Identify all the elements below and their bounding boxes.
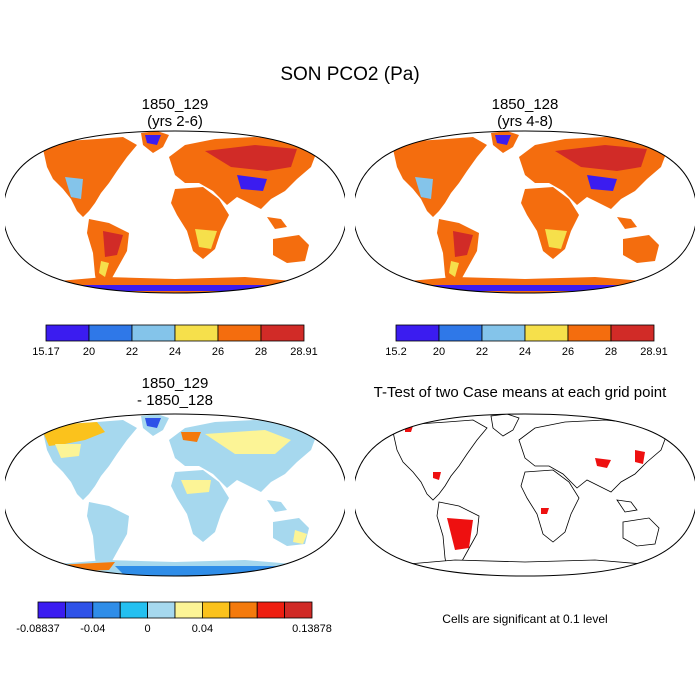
colorbar-swatch bbox=[481, 324, 526, 342]
colorbar-swatch bbox=[131, 324, 176, 342]
colorbar-label: 28 bbox=[255, 346, 267, 358]
colorbar-swatch bbox=[610, 324, 655, 342]
map-panel-4 bbox=[355, 413, 695, 577]
colorbar-swatch bbox=[524, 324, 569, 342]
colorbar-label: 28 bbox=[605, 346, 617, 358]
significance-note: Cells are significant at 0.1 level bbox=[442, 612, 608, 626]
colorbar-label: 15.17 bbox=[32, 346, 60, 358]
panel-1-title-line2: (yrs 2-6) bbox=[147, 113, 203, 130]
colorbar-label: 20 bbox=[433, 346, 445, 358]
colorbar-panel-1: 15.17 20 22 24 26 28 28.91 bbox=[32, 324, 318, 358]
colorbar-swatch bbox=[438, 324, 483, 342]
colorbar-label: 24 bbox=[519, 346, 531, 358]
colorbar-swatch bbox=[88, 324, 133, 342]
colorbar-panel-3: -0.08837 -0.04 0 0.04 0.13878 bbox=[16, 601, 332, 635]
colorbar-swatch bbox=[174, 601, 203, 619]
colorbar-swatch bbox=[65, 601, 94, 619]
panel-2-title-line2: (yrs 4-8) bbox=[497, 113, 553, 130]
colorbar-label: 0 bbox=[145, 623, 151, 635]
panel-3-title-line1: 1850_129 bbox=[141, 375, 209, 392]
colorbar-swatch bbox=[147, 601, 176, 619]
figure-title: SON PCO2 (Pa) bbox=[280, 64, 420, 85]
colorbar-label: 0.13878 bbox=[292, 623, 332, 635]
map-panel-1 bbox=[5, 130, 345, 294]
colorbar-swatch bbox=[284, 601, 313, 619]
colorbar-panel-2: 15.2 20 22 24 26 28 28.91 bbox=[385, 324, 668, 358]
colorbar-label: 22 bbox=[126, 346, 138, 358]
panel-2-title-line1: 1850_128 bbox=[491, 96, 559, 113]
colorbar-swatch bbox=[45, 324, 90, 342]
colorbar-label: 24 bbox=[169, 346, 181, 358]
panel-3-title: 1850_129 - 1850_128 bbox=[75, 375, 275, 409]
colorbar-swatch bbox=[229, 601, 258, 619]
colorbar-swatch bbox=[37, 601, 66, 619]
panel-1-title-line1: 1850_129 bbox=[141, 96, 209, 113]
colorbar-label: -0.04 bbox=[80, 623, 105, 635]
colorbar-swatch bbox=[92, 601, 121, 619]
colorbar-label: 28.91 bbox=[640, 346, 668, 358]
colorbar-swatch bbox=[201, 601, 231, 619]
colorbar-swatch bbox=[217, 324, 262, 342]
panel-4-title: T-Test of two Case means at each grid po… bbox=[373, 384, 667, 401]
colorbar-label: 0.04 bbox=[192, 623, 213, 635]
colorbar-swatch bbox=[395, 324, 440, 342]
colorbar-swatch bbox=[119, 601, 148, 619]
colorbar-swatch bbox=[256, 601, 285, 619]
panel-3-title-line2: - 1850_128 bbox=[137, 392, 213, 409]
colorbar-swatch bbox=[260, 324, 305, 342]
colorbar-label: 26 bbox=[212, 346, 224, 358]
colorbar-label: -0.08837 bbox=[16, 623, 59, 635]
panel-2-title: 1850_128 (yrs 4-8) bbox=[425, 96, 625, 130]
colorbar-label: 20 bbox=[83, 346, 95, 358]
colorbar-label: 22 bbox=[476, 346, 488, 358]
panel-1-title: 1850_129 (yrs 2-6) bbox=[75, 96, 275, 130]
colorbar-label: 15.2 bbox=[385, 346, 406, 358]
colorbar-swatch bbox=[174, 324, 219, 342]
colorbar-swatch bbox=[567, 324, 612, 342]
colorbar-label: 26 bbox=[562, 346, 574, 358]
colorbar-label: 28.91 bbox=[290, 346, 318, 358]
map-panel-2 bbox=[355, 130, 695, 294]
map-panel-3 bbox=[5, 413, 345, 577]
